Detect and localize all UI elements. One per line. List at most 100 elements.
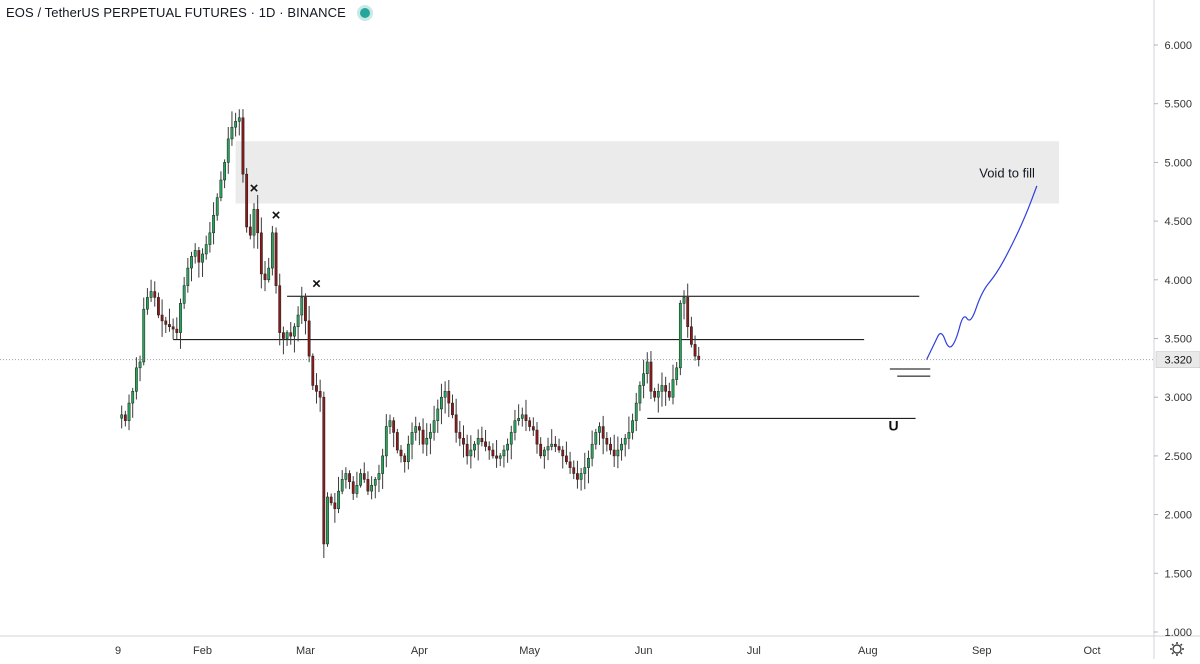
candle [542,446,546,469]
candle-body [517,418,521,421]
x-marker-icon: × [312,275,321,292]
candle-body [208,232,212,245]
symbol-title[interactable]: EOS / TetherUS PERPETUAL FUTURES · 1D · … [6,5,346,20]
candles [120,109,701,558]
candle [340,470,344,495]
candle [193,243,197,264]
candle [546,437,550,461]
candle [693,335,697,361]
candle-body [451,402,454,416]
market-status-icon [359,7,370,18]
candle [395,428,399,454]
candle [234,112,238,137]
candle [524,399,528,432]
candle [267,257,271,283]
candle [384,414,388,468]
current-price-badge-bg [1155,351,1200,368]
void-zone-label: Void to fill [979,165,1035,180]
candle [502,445,506,468]
candle-body [348,473,351,482]
settings-gear-icon[interactable] [1170,642,1184,656]
candle [362,462,366,483]
candle [337,476,340,514]
time-tick-label: Jul [747,645,761,657]
candle-body [686,297,690,328]
candle-body [509,432,513,445]
candle-body [539,443,543,457]
candle [134,357,138,400]
candle [307,305,311,363]
candle [517,404,521,426]
candle [359,468,362,488]
candle [509,425,513,460]
candle-body [149,291,153,298]
candle-body [440,396,443,410]
time-tick-label: Sep [972,645,992,657]
candle [605,432,609,452]
candle [520,407,524,427]
candle [274,227,278,294]
candle [355,471,359,498]
candle [212,202,215,245]
candle-body [623,438,627,445]
candle [539,437,543,459]
price-tick-label: 2.000 [1164,510,1192,522]
candle [627,416,631,450]
candle-body [245,173,249,228]
candle-body [678,303,682,369]
candle-body [392,420,396,433]
price-tick-label: 4.500 [1164,216,1192,228]
candle [421,418,425,454]
candle [392,417,396,448]
candle-body [531,426,535,431]
candle [256,194,260,249]
candle-body [410,432,414,445]
candle [241,109,245,183]
candle [153,281,157,307]
candle-body [553,443,557,447]
candle-body [381,455,385,474]
candle [348,470,351,490]
candle-body [359,473,362,486]
candle [131,387,135,418]
candle [149,279,153,302]
candle [465,434,469,465]
magnet-marker-icon: U [888,417,898,433]
candle [296,306,300,342]
candle-body [557,446,561,451]
candle-body [333,502,337,509]
candle-body [182,285,186,304]
x-marker-icon: × [272,207,281,224]
candle [631,413,634,440]
candle-body [289,332,293,337]
candle [473,441,476,458]
candle [186,258,190,293]
candle-body [300,297,304,316]
candle-body [502,449,506,457]
time-tick-label: Apr [411,645,428,657]
candle-body [594,432,598,445]
candle-body [642,373,645,386]
candle-body [153,291,157,298]
candle-body [469,449,473,457]
candle [653,387,657,402]
candle-body [616,449,620,457]
candle [270,225,274,276]
candle-body [120,414,124,419]
candle [414,416,418,441]
candle-body [462,438,465,445]
candle [329,493,333,506]
candle [612,434,616,467]
candle-body [587,457,590,468]
candle-body [315,385,318,392]
candle [142,297,146,366]
candle-body [454,414,458,433]
candle [425,423,429,457]
time-tick-label: 9 [115,645,121,657]
candle-body [270,232,274,269]
candle [587,450,590,484]
price-tick-label: 1.000 [1164,627,1192,639]
candle [462,425,465,458]
